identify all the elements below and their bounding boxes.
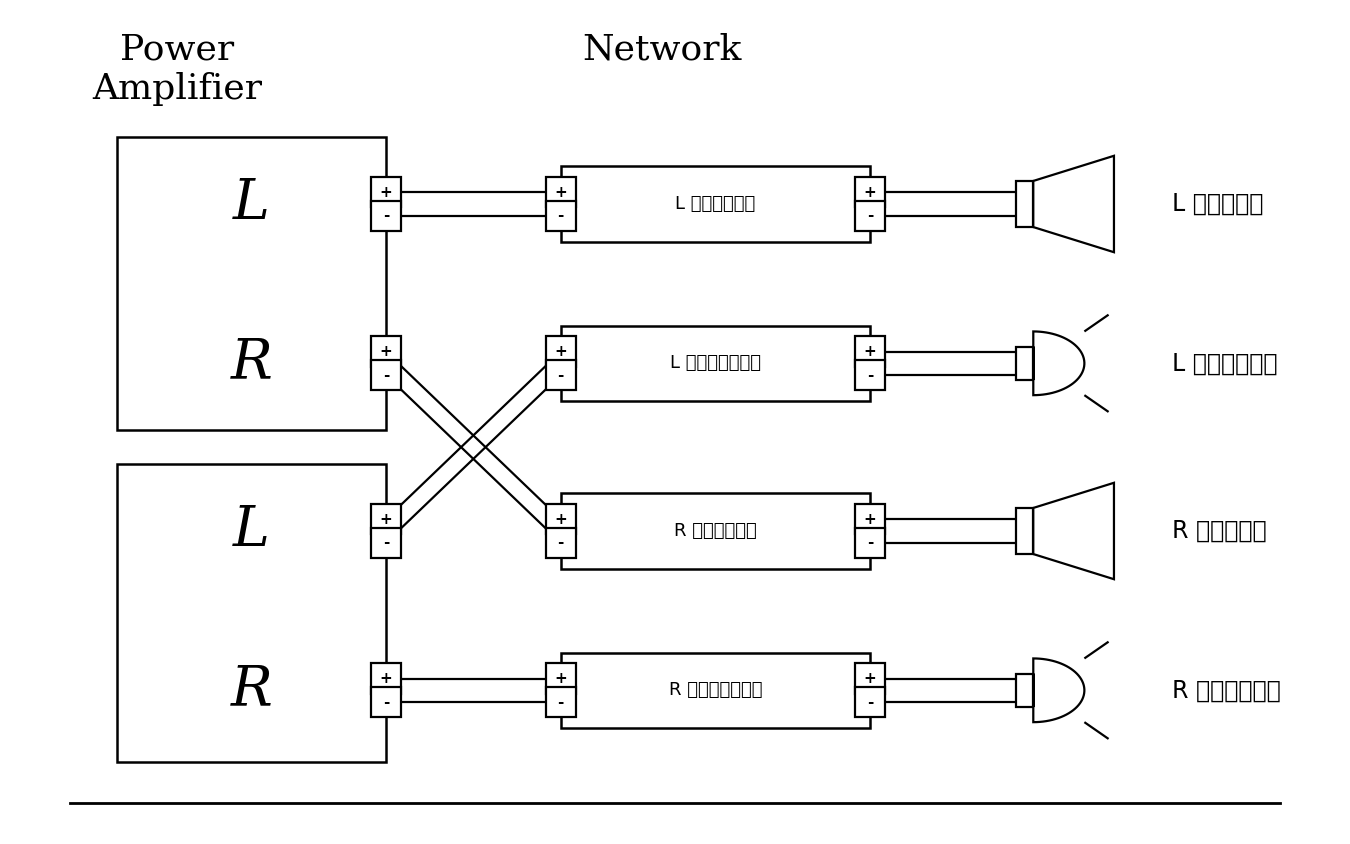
Bar <box>545 663 575 694</box>
Bar <box>371 201 401 231</box>
Text: L ウーファー: L ウーファー <box>1172 192 1264 216</box>
Text: L ウーファー用: L ウーファー用 <box>675 195 756 213</box>
Text: -: - <box>867 367 873 382</box>
Bar <box>371 337 401 366</box>
Bar <box>117 464 386 761</box>
Bar <box>371 528 401 558</box>
Text: -: - <box>867 208 873 224</box>
Text: +: + <box>379 671 393 686</box>
Text: +: + <box>379 511 393 527</box>
Polygon shape <box>1033 332 1084 395</box>
Text: -: - <box>867 695 873 710</box>
Bar <box>855 504 884 534</box>
Text: R: R <box>231 663 273 717</box>
Text: +: + <box>379 344 393 359</box>
Bar <box>545 360 575 390</box>
Text: +: + <box>555 185 567 200</box>
Text: +: + <box>864 344 876 359</box>
Text: R トゥイーター: R トゥイーター <box>1172 679 1281 702</box>
Text: R ウーファー用: R ウーファー用 <box>674 522 757 540</box>
Text: R ウーファー: R ウーファー <box>1172 519 1268 543</box>
Text: L: L <box>234 504 270 559</box>
Text: +: + <box>555 344 567 359</box>
Bar <box>560 166 869 241</box>
Text: R: R <box>231 336 273 391</box>
Text: +: + <box>555 671 567 686</box>
Bar <box>1015 674 1033 707</box>
Bar <box>545 528 575 558</box>
Text: -: - <box>558 535 564 550</box>
Polygon shape <box>1033 156 1114 252</box>
Bar <box>545 337 575 366</box>
Bar <box>560 326 869 401</box>
Text: -: - <box>867 535 873 550</box>
Text: R トゥイーター用: R トゥイーター用 <box>668 681 763 700</box>
Text: -: - <box>558 208 564 224</box>
Bar <box>855 201 884 231</box>
Text: +: + <box>379 185 393 200</box>
Bar <box>855 177 884 208</box>
Bar <box>545 201 575 231</box>
Bar <box>1015 347 1033 380</box>
Bar <box>371 360 401 390</box>
Text: -: - <box>558 367 564 382</box>
Polygon shape <box>1033 658 1084 722</box>
Polygon shape <box>1033 483 1114 579</box>
Bar <box>371 687 401 717</box>
Bar <box>1015 508 1033 554</box>
Bar <box>117 137 386 430</box>
Text: +: + <box>864 511 876 527</box>
Text: L トゥイーター: L トゥイーター <box>1172 351 1278 376</box>
Bar <box>560 493 869 569</box>
Bar <box>545 687 575 717</box>
Text: L トゥイーター用: L トゥイーター用 <box>670 354 761 372</box>
Bar <box>855 360 884 390</box>
Text: Power
Amplifier: Power Amplifier <box>93 32 262 106</box>
Text: -: - <box>383 695 389 710</box>
Bar <box>855 687 884 717</box>
Bar <box>371 504 401 534</box>
Bar <box>855 337 884 366</box>
Bar <box>855 663 884 694</box>
Text: Network: Network <box>582 32 741 66</box>
Text: -: - <box>558 695 564 710</box>
Text: +: + <box>864 185 876 200</box>
Text: +: + <box>555 511 567 527</box>
Bar <box>545 177 575 208</box>
Bar <box>855 528 884 558</box>
Bar <box>545 504 575 534</box>
Text: -: - <box>383 208 389 224</box>
Text: -: - <box>383 535 389 550</box>
Text: -: - <box>383 367 389 382</box>
Bar <box>371 663 401 694</box>
Bar <box>371 177 401 208</box>
Text: L: L <box>234 176 270 231</box>
Bar <box>560 652 869 728</box>
Text: +: + <box>864 671 876 686</box>
Bar <box>1015 181 1033 227</box>
